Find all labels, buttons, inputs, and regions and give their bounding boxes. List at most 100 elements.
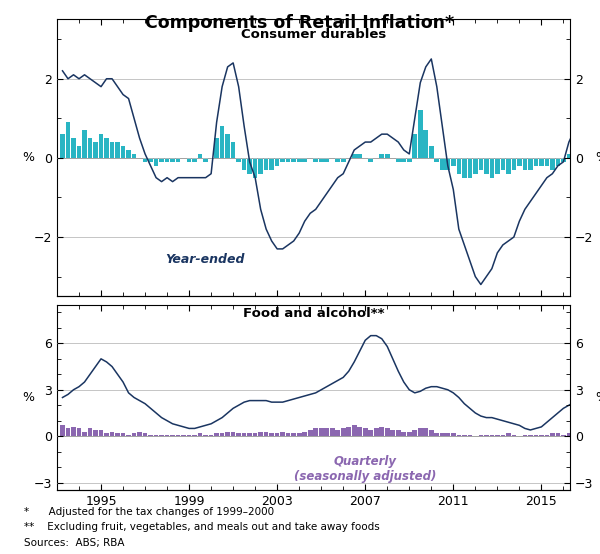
Bar [319,158,323,162]
Bar [264,432,268,436]
Bar [165,158,169,162]
Y-axis label: %: % [22,151,34,165]
Bar [500,158,505,170]
Bar [236,158,241,162]
Bar [374,428,379,436]
Bar [418,110,422,158]
Bar [65,428,70,436]
Bar [352,154,356,158]
Bar [313,428,318,436]
Bar [275,158,280,166]
Bar [71,138,76,158]
Bar [187,434,191,436]
Bar [561,434,566,436]
Text: Quarterly
(seasonally adjusted): Quarterly (seasonally adjusted) [293,455,436,483]
Text: **    Excluding fruit, vegetables, and meals out and take away foods: ** Excluding fruit, vegetables, and meal… [24,522,380,532]
Bar [368,430,373,436]
Bar [484,434,488,436]
Bar [363,428,368,436]
Text: Food and alcohol**: Food and alcohol** [243,306,384,320]
Bar [231,142,235,158]
Bar [77,428,82,436]
Bar [418,428,422,436]
Bar [401,432,406,436]
Bar [82,130,87,158]
Bar [462,158,467,178]
Bar [170,158,175,162]
Bar [407,432,412,436]
Bar [264,158,268,170]
Text: Year-ended: Year-ended [165,253,244,266]
Bar [572,150,577,158]
Bar [533,434,538,436]
Bar [572,432,577,436]
Bar [148,158,153,162]
Bar [490,158,494,178]
Bar [242,158,247,170]
Bar [512,434,516,436]
Bar [292,433,296,436]
Y-axis label: %: % [22,391,34,404]
Bar [143,158,148,162]
Bar [99,430,103,436]
Bar [231,432,235,436]
Bar [280,158,285,162]
Bar [148,434,153,436]
Bar [396,158,401,162]
Bar [407,158,412,162]
Bar [302,432,307,436]
Bar [561,158,566,162]
Bar [550,158,554,170]
Bar [523,434,527,436]
Bar [104,138,109,158]
Text: Sources:  ABS; RBA: Sources: ABS; RBA [24,538,125,548]
Bar [391,430,395,436]
Bar [379,427,384,436]
Bar [358,427,362,436]
Bar [286,433,290,436]
Bar [203,434,208,436]
Bar [198,154,202,158]
Bar [401,158,406,162]
Bar [170,434,175,436]
Bar [412,430,417,436]
Bar [226,134,230,158]
Bar [77,146,82,158]
Bar [121,146,125,158]
Bar [203,158,208,162]
Bar [539,158,544,166]
Bar [220,126,224,158]
Bar [176,158,181,162]
Bar [247,433,252,436]
Bar [269,158,274,170]
Bar [269,433,274,436]
Bar [583,433,588,436]
Bar [325,428,329,436]
Bar [517,158,521,166]
Bar [500,434,505,436]
Text: Consumer durables: Consumer durables [241,28,386,40]
Bar [110,142,115,158]
Bar [512,158,516,170]
Bar [462,434,467,436]
Bar [60,134,65,158]
Bar [457,434,461,436]
Bar [550,433,554,436]
Bar [159,434,164,436]
Bar [88,138,92,158]
Bar [429,146,434,158]
Bar [385,154,389,158]
Bar [424,130,428,158]
Bar [335,158,340,162]
Bar [247,158,252,174]
Bar [556,433,560,436]
Bar [214,138,219,158]
Bar [434,433,439,436]
Bar [445,158,450,170]
Bar [154,158,158,166]
Bar [65,122,70,158]
Bar [121,433,125,436]
Bar [578,432,582,436]
Bar [275,433,280,436]
Bar [457,158,461,174]
